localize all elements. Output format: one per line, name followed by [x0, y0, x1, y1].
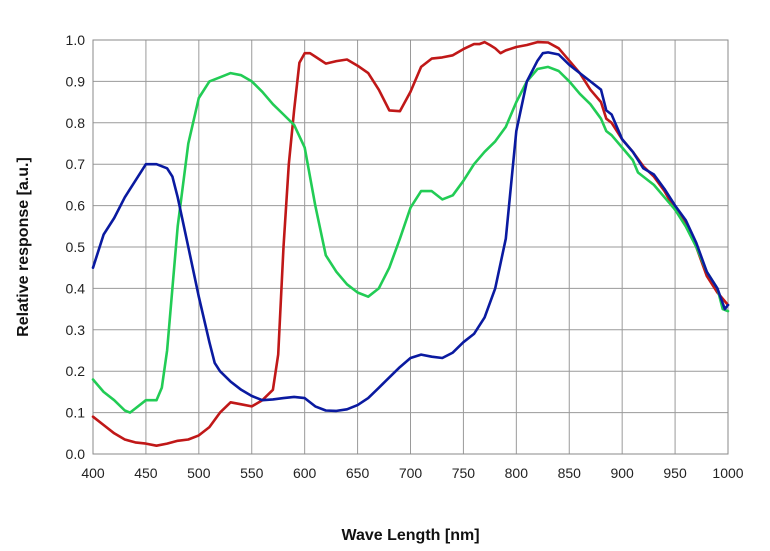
y-tick-label: 0.8	[66, 115, 86, 131]
x-tick-label: 400	[81, 465, 105, 481]
y-tick-label: 0.3	[66, 322, 86, 338]
y-tick-label: 0.2	[66, 363, 86, 379]
x-axis-title: Wave Length [nm]	[341, 527, 479, 544]
x-tick-label: 600	[293, 465, 317, 481]
y-tick-labels: 0.0 0.1 0.2 0.3 0.4 0.5 0.6 0.7 0.8 0.9 1.0	[66, 32, 86, 462]
y-tick-label: 1.0	[66, 32, 86, 48]
x-tick-label: 550	[240, 465, 264, 481]
x-tick-label: 500	[187, 465, 211, 481]
x-tick-labels: 400 450 500 550 600 650 700 750 800 850 900 950 1000	[81, 465, 743, 481]
x-tick-label: 1000	[712, 465, 743, 481]
x-tick-label: 850	[558, 465, 582, 481]
plot-frame	[92, 39, 729, 455]
y-tick-label: 0.1	[66, 405, 86, 421]
x-tick-label: 700	[399, 465, 423, 481]
y-tick-label: 0.4	[66, 280, 86, 296]
x-tick-label: 450	[134, 465, 158, 481]
y-tick-label: 0.7	[66, 156, 86, 172]
series-line-1	[91, 40, 730, 447]
x-tick-label: 950	[663, 465, 687, 481]
y-tick-label: 0.5	[66, 239, 86, 255]
y-tick-label: 0.6	[66, 198, 86, 214]
series-group	[91, 40, 730, 447]
x-tick-label: 800	[505, 465, 529, 481]
y-axis-title: Relative response [a.u.]	[15, 157, 32, 337]
x-tick-label: 900	[610, 465, 634, 481]
x-tick-label: 750	[452, 465, 476, 481]
x-tick-label: 650	[346, 465, 370, 481]
y-tick-label: 0.0	[66, 446, 86, 462]
y-tick-label: 0.9	[66, 73, 86, 89]
series-line-3	[91, 51, 730, 413]
series-line-2	[91, 65, 730, 414]
